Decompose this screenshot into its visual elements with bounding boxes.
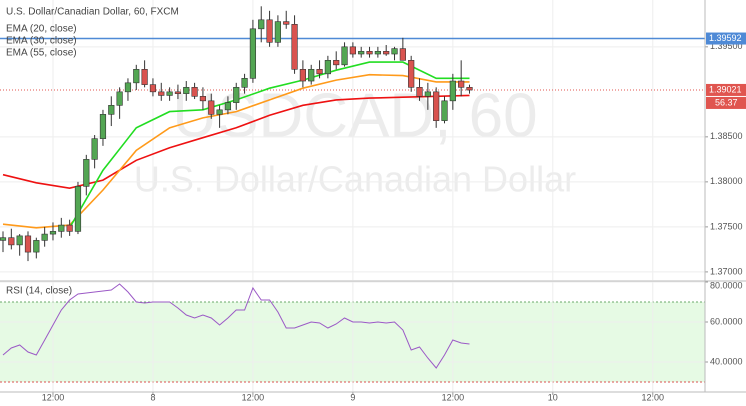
chart-title: U.S. Dollar/Canadian Dollar, 60, FXCM [6,7,179,18]
x-tick-label: 12:00 [42,392,65,402]
candle-body [466,87,473,91]
candle-body [241,78,248,88]
candle-body [41,233,48,241]
y-tick-label: 40.0000 [710,356,743,366]
x-tick-label: 12:00 [442,392,465,402]
candle-body [108,105,115,115]
candle-body [391,48,398,55]
candle-body [316,69,323,75]
y-tick-label: 60.0000 [710,316,743,326]
candle-body [458,80,465,88]
x-tick-label: 10 [548,392,558,402]
price-label-box [706,83,746,96]
candle-body [358,51,365,55]
candle-body [333,60,340,66]
watermark-name: U.S. Dollar/Canadian Dollar [134,159,576,200]
candle-body [66,224,73,232]
candle-body [224,102,232,111]
price-label-box [706,32,746,45]
candle-body [374,51,381,55]
candle-body [274,21,282,43]
candle-body [299,69,306,82]
candle-body [441,100,448,121]
y-tick-label: 1.39500 [710,41,743,51]
candle-body [166,91,173,96]
x-tick-label: 12:00 [242,392,265,402]
candle-body [408,60,415,88]
candle-body [266,19,273,43]
y-tick-label: 80.0000 [710,280,743,290]
candle-body [191,87,198,97]
candle-body [291,24,298,70]
candle-body [399,48,406,61]
candle-body [149,84,157,93]
candle-body [124,82,132,93]
candle-body [349,46,356,55]
candle-body [24,235,32,253]
candle-body [258,19,265,30]
candle-body [324,60,331,75]
candle-body [58,224,65,232]
candle-body [249,28,257,79]
ema-line [68,61,470,229]
watermark-symbol: USDCAD, 60 [172,81,537,150]
legend-entry: EMA (55, close) [6,48,77,59]
candle-body [366,51,373,55]
candle-body [233,87,240,103]
candle-body [0,237,7,241]
y-tick-label: 1.37000 [710,266,743,276]
candle-body [308,69,315,82]
candle-body [158,91,165,96]
x-tick-label: 8 [150,392,155,402]
candle-body [141,69,148,85]
annotation-box [706,96,746,109]
candle-body [383,51,390,55]
price-label: 1.39592 [709,33,742,43]
rsi-line [2,283,470,369]
candle-body [416,87,423,97]
y-tick-label: 1.38500 [710,131,743,141]
candle-body [8,237,15,246]
candle-body [283,21,290,25]
rsi-title: RSI (14, close) [6,286,72,297]
ema-line [2,94,470,190]
candle-body [449,80,456,102]
candle-body [199,96,207,102]
annotation: 56.37 [715,97,738,107]
candle-body [424,91,431,97]
candle-body [174,91,182,94]
candle-body [49,231,57,235]
legend-entry: EMA (30, close) [6,36,77,47]
candle-body [99,114,107,139]
candle-body [91,138,98,160]
candle-body [33,240,40,253]
candle-body [83,159,90,187]
candle-body [183,87,190,94]
x-tick-label: 9 [350,392,355,402]
candle-body [16,235,23,246]
candle-body [116,91,123,106]
candle-body [208,100,215,115]
candle-body [74,186,82,232]
candle-body [133,69,140,84]
candle-body [216,109,223,115]
y-tick-label: 1.38000 [710,176,743,186]
candle-body [433,91,440,121]
last-price-label: 1.39021 [709,84,742,94]
y-tick-label: 1.37500 [710,221,743,231]
x-tick-label: 12:00 [642,392,665,402]
legend-entry: EMA (20, close) [6,24,77,35]
candle-body [341,46,348,66]
